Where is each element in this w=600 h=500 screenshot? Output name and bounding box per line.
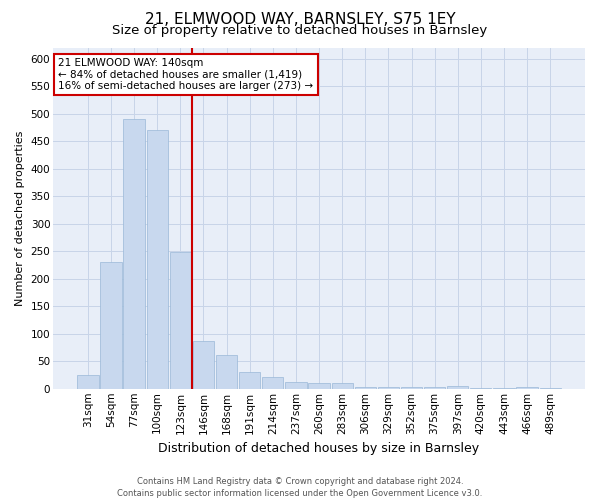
X-axis label: Distribution of detached houses by size in Barnsley: Distribution of detached houses by size … (158, 442, 479, 455)
Bar (517, 386, 538, 389)
Bar (447, 386, 469, 389)
Bar (285, 382, 307, 389)
Bar (216, 354, 237, 389)
Bar (239, 372, 260, 389)
Text: 21 ELMWOOD WAY: 140sqm
← 84% of detached houses are smaller (1,419)
16% of semi-: 21 ELMWOOD WAY: 140sqm ← 84% of detached… (58, 58, 314, 91)
Bar (262, 376, 283, 389)
Bar (378, 386, 399, 389)
Bar (124, 119, 145, 389)
Bar (100, 262, 122, 389)
Text: Contains HM Land Registry data © Crown copyright and database right 2024.
Contai: Contains HM Land Registry data © Crown c… (118, 476, 482, 498)
Bar (170, 252, 191, 389)
Bar (146, 130, 168, 389)
Bar (355, 386, 376, 389)
Bar (77, 375, 98, 389)
Text: Size of property relative to detached houses in Barnsley: Size of property relative to detached ho… (112, 24, 488, 37)
Bar (308, 384, 329, 389)
Bar (401, 386, 422, 389)
Bar (193, 341, 214, 389)
Bar (539, 388, 561, 389)
Y-axis label: Number of detached properties: Number of detached properties (15, 130, 25, 306)
Bar (493, 388, 515, 389)
Bar (332, 384, 353, 389)
Bar (470, 388, 491, 389)
Text: 21, ELMWOOD WAY, BARNSLEY, S75 1EY: 21, ELMWOOD WAY, BARNSLEY, S75 1EY (145, 12, 455, 28)
Bar (424, 386, 445, 389)
